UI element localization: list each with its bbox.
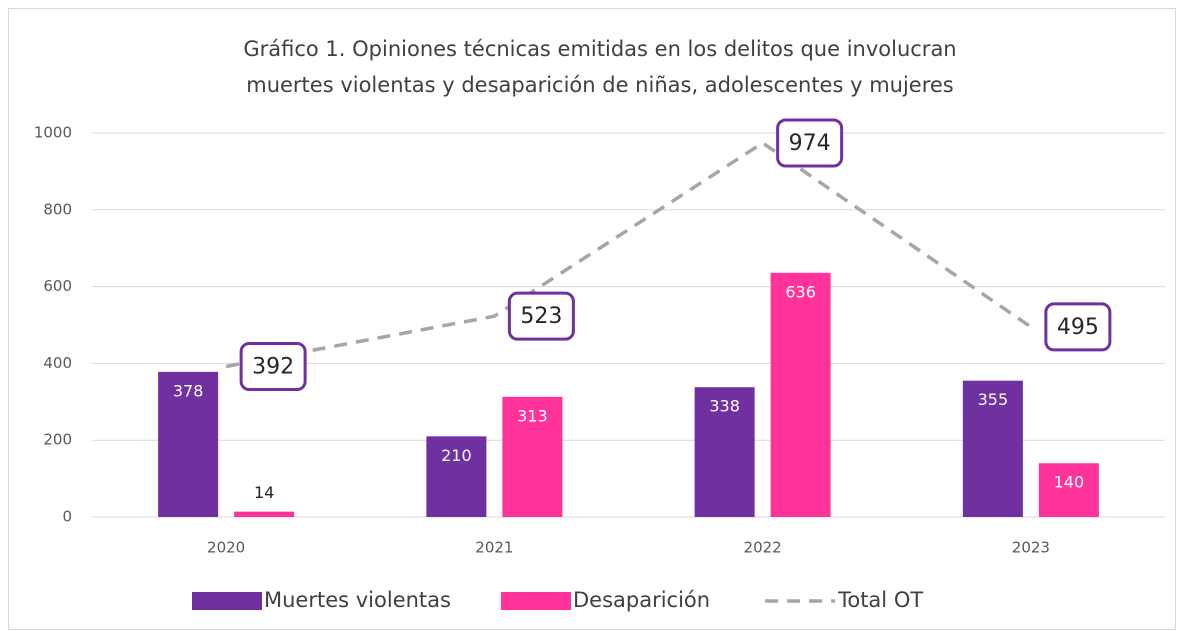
bar xyxy=(502,396,563,517)
legend-label: Total OT xyxy=(837,588,923,612)
data-label-box xyxy=(776,118,844,168)
data-label: 392 xyxy=(252,354,294,379)
data-label: 355 xyxy=(978,390,1009,409)
bar xyxy=(1038,463,1099,517)
data-label: 974 xyxy=(789,131,831,156)
legend-label: Desaparición xyxy=(573,588,710,612)
data-label-box xyxy=(239,341,307,391)
bar xyxy=(158,371,219,517)
data-label: 210 xyxy=(441,446,472,465)
legend-swatch xyxy=(192,592,262,610)
data-label-box xyxy=(507,291,575,341)
legend-label: Muertes violentas xyxy=(264,588,451,612)
data-label: 313 xyxy=(517,406,548,425)
data-label: 140 xyxy=(1054,473,1085,492)
x-tick-label: 2020 xyxy=(207,539,245,557)
data-label: 495 xyxy=(1057,315,1099,340)
data-label: 338 xyxy=(709,397,740,416)
bar xyxy=(770,272,831,517)
data-label: 636 xyxy=(785,282,816,301)
y-tick-label: 800 xyxy=(43,200,72,218)
y-tick-label: 200 xyxy=(43,431,72,449)
bar xyxy=(234,511,295,517)
bar xyxy=(694,387,755,517)
y-tick-label: 0 xyxy=(62,508,72,526)
data-label: 523 xyxy=(520,304,562,329)
x-tick-label: 2023 xyxy=(1012,539,1050,557)
line xyxy=(225,140,1032,369)
chart-frame xyxy=(8,8,1176,630)
x-tick-label: 2022 xyxy=(744,539,782,557)
bar xyxy=(962,380,1023,517)
data-label: 14 xyxy=(254,483,274,502)
y-tick-label: 1000 xyxy=(34,124,72,142)
data-label: 378 xyxy=(173,381,204,400)
bar xyxy=(426,436,487,517)
y-tick-label: 400 xyxy=(43,354,72,372)
x-tick-label: 2021 xyxy=(475,539,513,557)
chart-title: Gráfico 1. Opiniones técnicas emitidas e… xyxy=(243,37,956,61)
legend-swatch xyxy=(500,592,571,610)
chart-title: muertes violentas y desaparición de niña… xyxy=(246,73,954,97)
y-tick-label: 600 xyxy=(43,277,72,295)
data-label-box xyxy=(1044,302,1112,352)
